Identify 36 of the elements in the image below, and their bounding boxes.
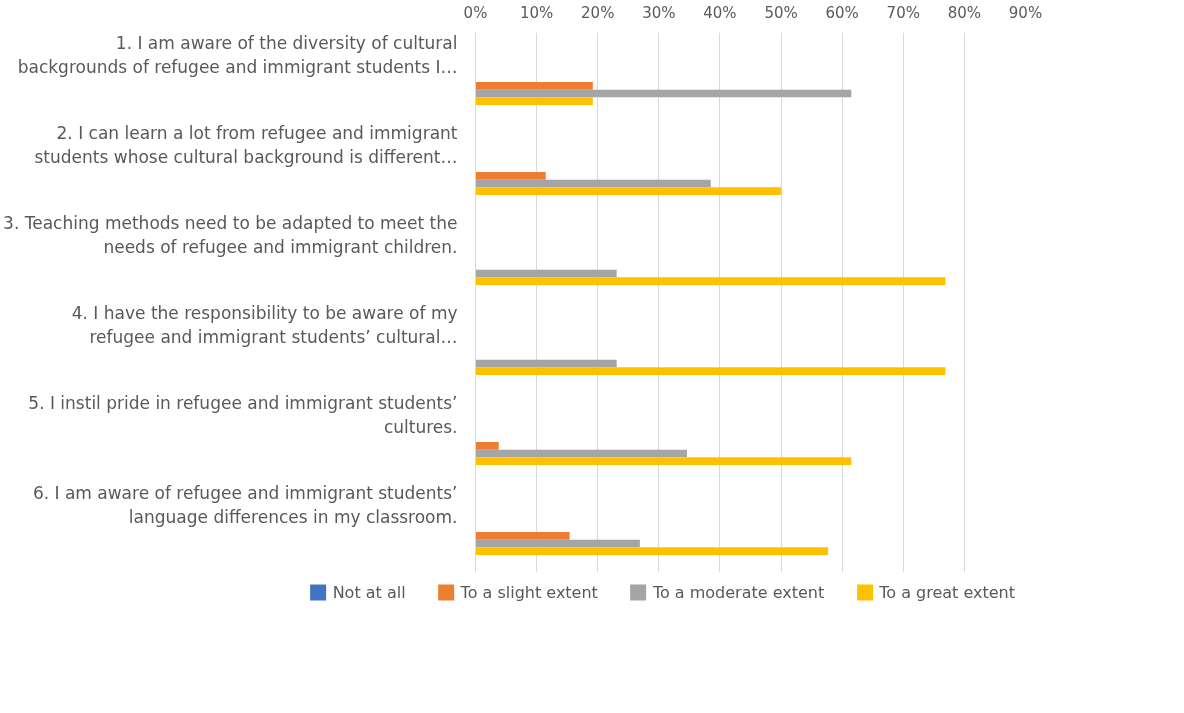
bar <box>475 172 546 180</box>
legend-label: Not at all <box>332 582 406 602</box>
legend-label: To a great extent <box>879 582 1015 602</box>
bar <box>475 277 946 285</box>
y-tick-label: 3. Teaching methods need to be adapted to meet the needs of refugee and immigrant children. <box>3 213 458 257</box>
x-tick-label: 50% <box>764 3 798 22</box>
bar <box>475 97 593 105</box>
x-tick-label: 80% <box>947 3 982 22</box>
bar <box>475 89 852 98</box>
bar <box>475 82 593 90</box>
bar <box>475 457 852 465</box>
legend-label: To a moderate extent <box>652 582 825 602</box>
bar <box>475 367 946 375</box>
x-tick-label: 90% <box>1008 3 1043 22</box>
bar <box>475 449 687 458</box>
y-tick-label: 4. I have the responsibility to be aware of my refugee and immigrant students’ cultural… <box>71 303 458 347</box>
y-tick-label: 2. I can learn a lot from refugee and immigrant students whose cultural background is different… <box>34 123 458 167</box>
x-tick-label: 0% <box>463 3 488 22</box>
bar <box>475 532 570 540</box>
bar <box>475 539 640 548</box>
bar <box>475 187 782 195</box>
x-tick-label: 70% <box>886 3 920 22</box>
x-tick-label: 20% <box>581 3 615 22</box>
y-tick-label: 6. I am aware of refugee and immigrant students’ language differences in my classroom. <box>32 483 458 527</box>
y-tick-label: 1. I am aware of the diversity of cultural backgrounds of refugee and immigrant students I… <box>17 33 458 77</box>
legend-label: To a slight extent <box>460 582 598 602</box>
bar <box>475 442 499 450</box>
bar <box>475 179 711 188</box>
x-tick-label: 40% <box>703 3 737 22</box>
y-tick-label: 5. I instil pride in refugee and immigrant students’ cultures. <box>28 393 458 437</box>
bar <box>475 269 617 278</box>
bar <box>475 359 617 368</box>
x-tick-label: 10% <box>519 3 554 22</box>
x-tick-label: 30% <box>642 3 676 22</box>
bar <box>475 547 829 555</box>
x-tick-label: 60% <box>825 3 859 22</box>
